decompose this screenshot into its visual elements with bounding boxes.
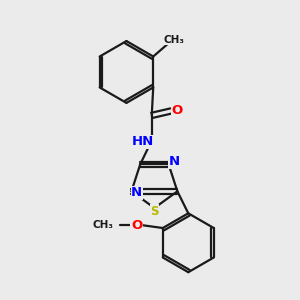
Text: S: S (150, 205, 159, 218)
Text: CH₃: CH₃ (93, 220, 114, 230)
Text: N: N (131, 186, 142, 199)
Text: O: O (131, 219, 142, 232)
Text: N: N (168, 155, 179, 169)
Text: HN: HN (132, 135, 154, 148)
Text: O: O (172, 104, 183, 118)
Text: CH₃: CH₃ (163, 35, 184, 45)
